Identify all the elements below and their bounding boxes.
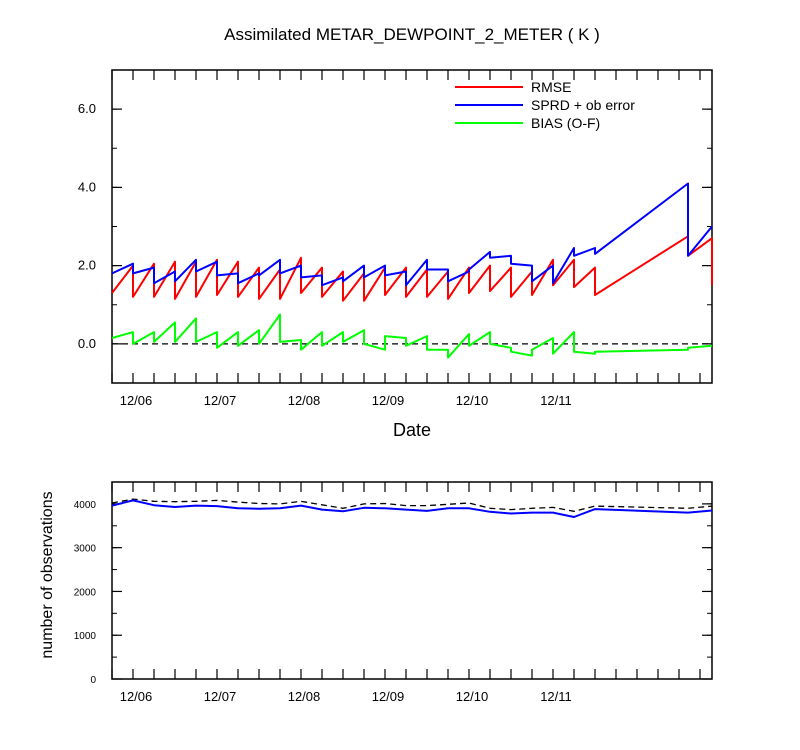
y-tick-label: 6.0 bbox=[78, 101, 96, 116]
y-tick-label: 0 bbox=[90, 675, 96, 686]
x-tick-label: 12/10 bbox=[456, 393, 489, 408]
y-tick-label: 0.0 bbox=[78, 336, 96, 351]
x-tick-label: 12/11 bbox=[540, 393, 572, 408]
legend-label: RMSE bbox=[531, 79, 571, 95]
top-plot-frame bbox=[111, 69, 713, 384]
x-tick-label: 12/07 bbox=[204, 689, 237, 704]
x-tick-label: 12/11 bbox=[540, 689, 572, 704]
legend-label: BIAS (O-F) bbox=[531, 115, 600, 131]
y-axis-label: number of observations bbox=[39, 491, 56, 658]
series-bias-o-f bbox=[111, 313, 713, 359]
y-tick-label: 4000 bbox=[74, 500, 97, 511]
x-tick-label: 12/06 bbox=[120, 689, 153, 704]
y-tick-label: 4.0 bbox=[78, 179, 96, 194]
y-tick-label: 2000 bbox=[74, 587, 97, 598]
chart-title: Assimilated METAR_DEWPOINT_2_METER ( K ) bbox=[224, 25, 600, 44]
series-possible bbox=[111, 498, 713, 512]
x-tick-label: 12/07 bbox=[204, 393, 237, 408]
x-tick-label: 12/09 bbox=[372, 393, 405, 408]
bottom-series bbox=[111, 498, 713, 518]
series-assimilated bbox=[111, 499, 713, 518]
legend: RMSE SPRD + ob error BIAS (O-F) bbox=[455, 79, 635, 131]
top-y-axis: 0.0 2.0 4.0 6.0 bbox=[78, 69, 712, 384]
series-sprd-ob-error bbox=[111, 182, 713, 287]
x-tick-label: 12/08 bbox=[288, 689, 321, 704]
x-tick-label: 12/06 bbox=[120, 393, 153, 408]
y-tick-label: 3000 bbox=[74, 544, 97, 555]
top-x-axis: 12/06 12/07 12/08 12/09 12/10 12/11 bbox=[111, 70, 701, 408]
bottom-plot-frame bbox=[111, 481, 713, 680]
y-tick-label: 1000 bbox=[74, 631, 97, 642]
y-tick-label: 2.0 bbox=[78, 258, 96, 273]
top-series bbox=[111, 182, 713, 359]
top-chart: Assimilated METAR_DEWPOINT_2_METER ( K )… bbox=[78, 25, 713, 440]
legend-label: SPRD + ob error bbox=[531, 97, 635, 113]
x-tick-label: 12/09 bbox=[372, 689, 405, 704]
bottom-x-axis: 12/06 12/07 12/08 12/09 12/10 12/11 bbox=[111, 482, 701, 704]
x-axis-label: Date bbox=[393, 420, 431, 440]
x-tick-label: 12/10 bbox=[456, 689, 489, 704]
bottom-y-axis: 0 1000 2000 3000 4000 bbox=[74, 481, 712, 686]
x-tick-label: 12/08 bbox=[288, 393, 321, 408]
